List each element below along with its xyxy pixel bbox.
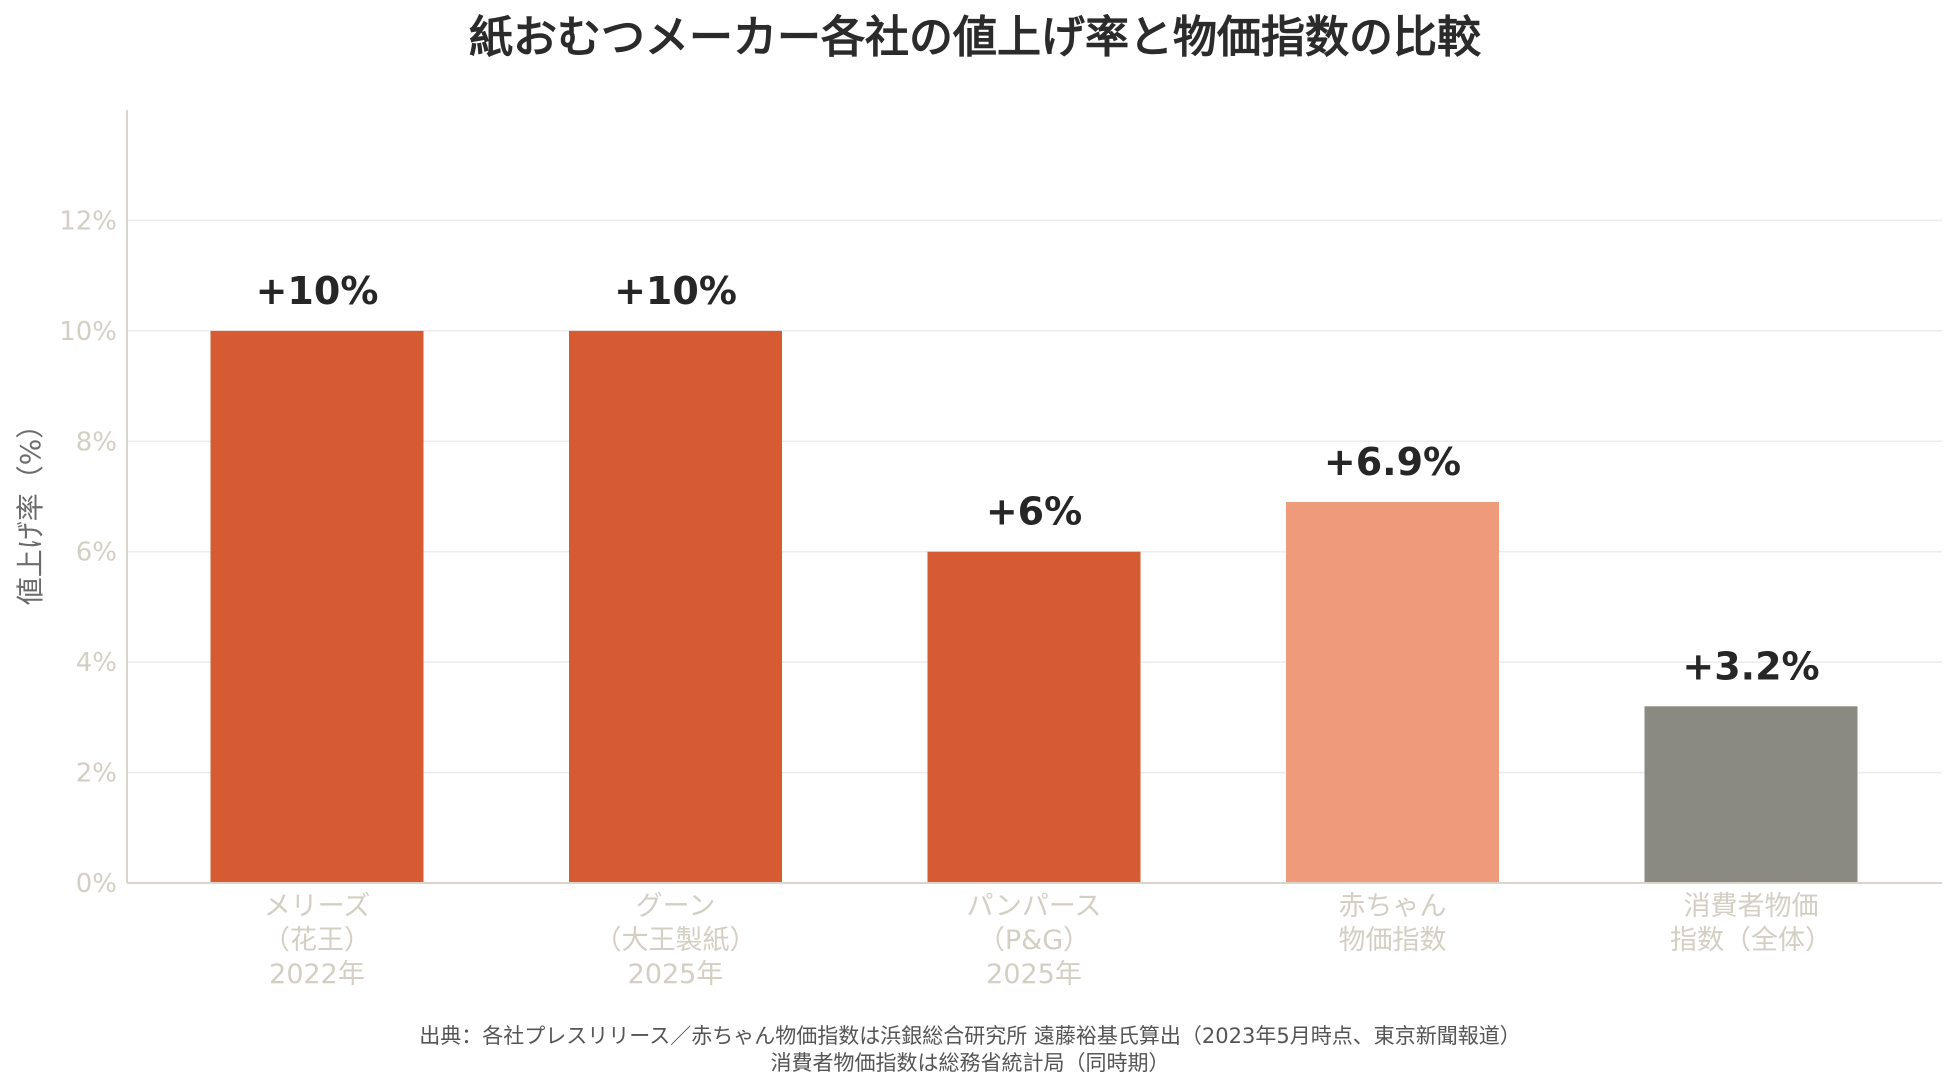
x-tick-label: 2022年 xyxy=(269,959,365,990)
x-tick-label: 消費者物価 xyxy=(1684,891,1819,922)
x-tick-label: パンパース xyxy=(967,891,1102,922)
bar xyxy=(1286,502,1499,883)
axes xyxy=(126,110,1942,884)
y-tick-label: 8% xyxy=(76,427,117,457)
bar xyxy=(1644,706,1858,883)
bar xyxy=(210,330,424,883)
source-note: 出典：各社プレスリリース／赤ちゃん物価指数は浜銀総合研究所 遠藤裕基氏算出（20… xyxy=(419,1024,1520,1075)
y-tick-label: 12% xyxy=(59,206,117,236)
bar xyxy=(569,330,782,883)
x-tick-label: （大王製紙） xyxy=(595,925,757,956)
source-line: 消費者物価指数は総務省統計局（同時期） xyxy=(771,1051,1170,1075)
x-tick-label: （P&G） xyxy=(978,925,1090,956)
y-tick-label: 4% xyxy=(76,648,117,678)
x-tick-label: グーン xyxy=(636,891,716,922)
y-tick-labels: 0% 2% 4% 6% 8% 10% 12% xyxy=(59,206,117,899)
bar xyxy=(927,551,1141,883)
data-label: +6% xyxy=(986,490,1082,534)
category-labels: メリーズ（花王）2022年グーン（大王製紙）2025年パンパース（P&G）202… xyxy=(263,891,1832,990)
y-axis-label: 値上げ率（%） xyxy=(14,411,47,606)
x-tick-label: 赤ちゃん xyxy=(1339,891,1447,922)
y-tick-label: 6% xyxy=(76,538,117,568)
x-tick-label: 2025年 xyxy=(628,959,724,990)
data-label: +10% xyxy=(256,269,379,313)
x-tick-label: （花王） xyxy=(263,925,371,956)
y-tick-label: 2% xyxy=(76,759,117,789)
chart-title: 紙おむつメーカー各社の値上げ率と物価指数の比較 xyxy=(469,12,1482,63)
source-line: 出典：各社プレスリリース／赤ちゃん物価指数は浜銀総合研究所 遠藤裕基氏算出（20… xyxy=(419,1024,1520,1048)
data-label: +10% xyxy=(614,269,737,313)
y-tick-label: 10% xyxy=(59,317,117,347)
x-tick-label: メリーズ xyxy=(264,891,371,922)
data-label: +3.2% xyxy=(1682,644,1819,688)
value-labels: +10% +10% +6% +6.9% +3.2% xyxy=(256,269,1820,688)
x-tick-label: 2025年 xyxy=(986,959,1082,990)
bars xyxy=(210,330,1858,883)
x-tick-label: 指数（全体） xyxy=(1670,925,1832,956)
x-tick-label: 物価指数 xyxy=(1339,925,1447,956)
data-label: +6.9% xyxy=(1324,440,1461,484)
y-tick-label: 0% xyxy=(76,869,117,899)
